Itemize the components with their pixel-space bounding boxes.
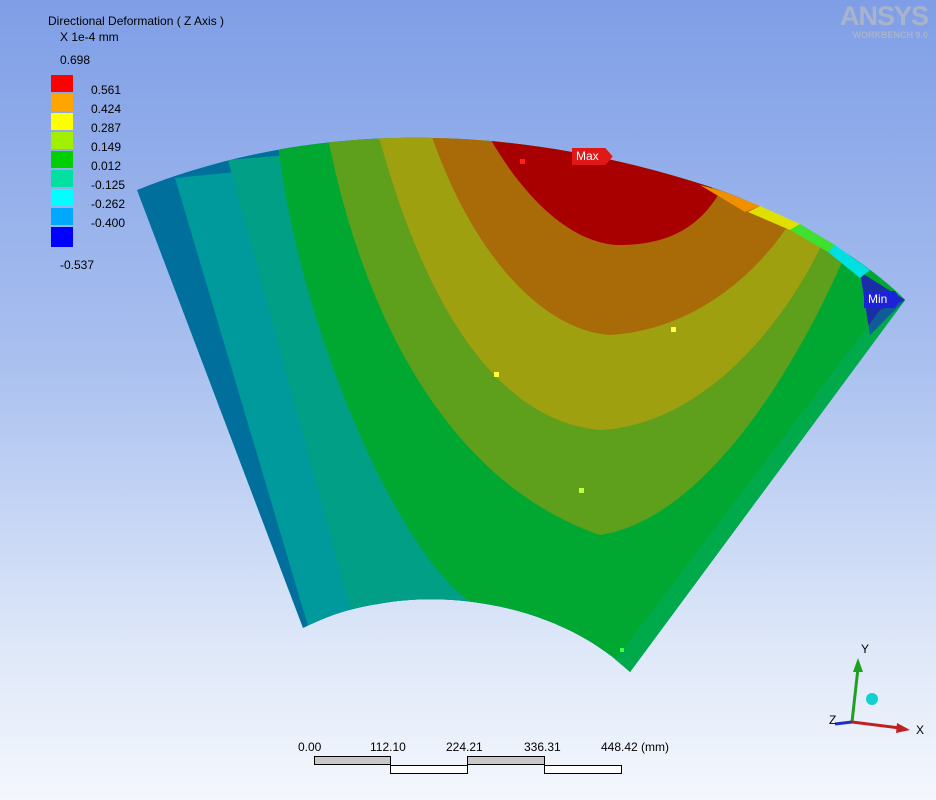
triad-y-label: Y — [861, 642, 870, 656]
y-arrow-icon — [853, 658, 863, 672]
scale-segment — [390, 765, 468, 774]
marker — [520, 159, 525, 164]
coordinate-triad[interactable]: Y X Z — [820, 640, 930, 740]
ansys-logo: ANSYS WORKBENCH 9.0 — [839, 1, 929, 40]
triad-x-label: X — [916, 723, 925, 737]
edge-green — [790, 224, 835, 252]
logo-brand: ANSYS — [839, 1, 929, 31]
legend-swatch — [51, 189, 73, 206]
legend-band-label: -0.125 — [91, 178, 126, 192]
scale-segment — [314, 756, 391, 765]
legend-band-label: 0.149 — [91, 140, 122, 154]
scale-tick-label: 224.21 — [446, 740, 483, 754]
scale-segment — [467, 756, 545, 765]
x-axis-icon — [851, 720, 901, 730]
scale-bar: 0.00 112.10 224.21 336.31 448.42 (mm) — [290, 738, 710, 783]
marker — [620, 648, 624, 652]
legend-title: Directional Deformation ( Z Axis ) — [48, 14, 225, 28]
side-face — [615, 300, 905, 672]
iso-ball-icon — [866, 693, 878, 705]
z-axis-icon — [834, 720, 853, 726]
legend-band-label: 0.424 — [91, 102, 122, 116]
edge-yellow — [748, 206, 800, 230]
legend-swatch — [51, 75, 73, 92]
legend-swatch — [51, 170, 73, 187]
edge-cyan — [828, 245, 870, 278]
legend-min-value: -0.537 — [60, 258, 95, 272]
legend-swatch — [51, 113, 73, 130]
scale-tick-label: 0.00 — [298, 740, 322, 754]
scale-tick-label: 448.42 (mm) — [601, 740, 670, 754]
triad-z-label: Z — [829, 713, 837, 727]
x-arrow-icon — [896, 723, 910, 733]
legend-band-label: 0.287 — [91, 121, 122, 135]
legend-swatch — [51, 208, 73, 225]
legend-band-label: -0.400 — [91, 216, 126, 230]
marker — [494, 372, 499, 377]
max-probe-label[interactable]: Max — [572, 148, 613, 165]
marker — [671, 327, 676, 332]
scale-tick-label: 112.10 — [370, 740, 406, 754]
logo-product: WORKBENCH 9.0 — [852, 30, 928, 40]
legend-swatch — [51, 132, 73, 149]
legend-swatch — [51, 94, 73, 111]
edge-orange — [700, 185, 760, 212]
scale-segment — [544, 765, 622, 774]
contour-bands — [137, 137, 905, 673]
scale-tick-label: 336.31 — [524, 740, 561, 754]
legend-max-value: 0.698 — [60, 53, 91, 67]
triad-axes — [834, 658, 910, 733]
legend-units: X 1e-4 mm — [60, 30, 119, 44]
min-probe-label[interactable]: Min — [864, 291, 902, 308]
legend-band-label: -0.262 — [91, 197, 126, 211]
legend-band-label: 0.012 — [91, 159, 122, 173]
legend-band-label: 0.561 — [91, 83, 122, 97]
legend-swatch — [51, 227, 73, 247]
y-axis-icon — [850, 667, 860, 723]
legend-swatch — [51, 151, 73, 168]
marker — [579, 488, 584, 493]
